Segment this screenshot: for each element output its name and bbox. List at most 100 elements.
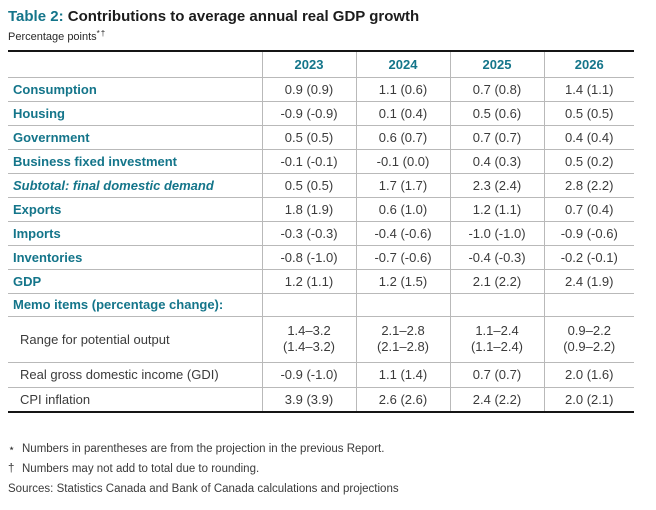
subtitle-text: Percentage points (8, 31, 97, 43)
value-cell: 0.6 (1.0) (355, 197, 450, 222)
footnote-previous-report: ⋆ Numbers in parentheses are from the pr… (8, 439, 648, 459)
value-cell: 1.1–2.4 (1.1–2.4) (449, 316, 544, 363)
row-memo-items: Memo items (percentage change): (8, 293, 634, 317)
value-cell: -0.3 (-0.3) (261, 221, 356, 246)
table-title-text: Contributions to average annual real GDP… (67, 8, 420, 25)
footnotes-block: ⋆ Numbers in parentheses are from the pr… (8, 439, 648, 499)
value-cell: -0.9 (-0.9) (261, 101, 356, 126)
value-cell: 1.1 (0.6) (355, 77, 450, 102)
footnote-text: Numbers may not add to total due to roun… (22, 463, 260, 475)
row-housing: Housing -0.9 (-0.9) 0.1 (0.4) 0.5 (0.6) … (8, 101, 634, 126)
row-label: Range for potential output (8, 316, 262, 363)
value-cell: 1.1 (1.4) (355, 362, 450, 388)
value-cell: 1.2 (1.1) (261, 269, 356, 294)
column-header-2024: 2024 (355, 51, 450, 78)
row-label: Subtotal: final domestic demand (8, 173, 262, 198)
corner-cell (8, 51, 262, 78)
row-label: Inventories (8, 245, 262, 270)
value-cell: 1.2 (1.5) (355, 269, 450, 294)
value-cell: -0.7 (-0.6) (355, 245, 450, 270)
value-cell: 0.9 (0.9) (261, 77, 356, 102)
value-cell: 1.7 (1.7) (355, 173, 450, 198)
value-cell (261, 293, 356, 317)
dagger-footnote-marker: † (8, 463, 15, 475)
value-cell: 2.4 (2.2) (449, 387, 544, 413)
table-subtitle: Percentage points*† (8, 29, 648, 43)
value-cell: -0.2 (-0.1) (543, 245, 634, 270)
value-cell: 0.5 (0.2) (543, 149, 634, 174)
sources-line: Sources: Statistics Canada and Bank of C… (8, 483, 399, 495)
value-cell: 0.7 (0.7) (449, 125, 544, 150)
value-cell: 0.4 (0.4) (543, 125, 634, 150)
value-cell: 3.9 (3.9) (261, 387, 356, 413)
value-cell: 2.8 (2.2) (543, 173, 634, 198)
value-cell: 0.9–2.2 (0.9–2.2) (543, 316, 634, 363)
value-cell: 2.0 (2.1) (543, 387, 634, 413)
value-cell: -0.4 (-0.3) (449, 245, 544, 270)
column-header-2026: 2026 (543, 51, 634, 78)
value-cell (449, 293, 544, 317)
value-cell: -1.0 (-1.0) (449, 221, 544, 246)
value-cell: 0.6 (0.7) (355, 125, 450, 150)
value-cell: 2.6 (2.6) (355, 387, 450, 413)
row-gdp: GDP 1.2 (1.1) 1.2 (1.5) 2.1 (2.2) 2.4 (1… (8, 269, 634, 294)
row-label: Housing (8, 101, 262, 126)
footnote-text: Numbers in parentheses are from the proj… (22, 443, 385, 455)
column-header-2025: 2025 (449, 51, 544, 78)
value-cell: 2.0 (1.6) (543, 362, 634, 388)
value-cell: -0.1 (0.0) (355, 149, 450, 174)
value-cell: 2.1 (2.2) (449, 269, 544, 294)
title-block: Table 2: Contributions to average annual… (8, 7, 648, 43)
value-cell: 0.7 (0.4) (543, 197, 634, 222)
row-label: Real gross domestic income (GDI) (8, 362, 262, 388)
row-government: Government 0.5 (0.5) 0.6 (0.7) 0.7 (0.7)… (8, 125, 634, 150)
row-range-potential-output: Range for potential output 1.4–3.2 (1.4–… (8, 316, 634, 363)
value-cell: -0.1 (-0.1) (261, 149, 356, 174)
row-label: Consumption (8, 77, 262, 102)
value-cell: 1.2 (1.1) (449, 197, 544, 222)
value-cell: -0.4 (-0.6) (355, 221, 450, 246)
value-cell: 1.4–3.2 (1.4–3.2) (261, 316, 356, 363)
row-label: Government (8, 125, 262, 150)
row-business-fixed-investment: Business fixed investment -0.1 (-0.1) -0… (8, 149, 634, 174)
value-cell: 1.8 (1.9) (261, 197, 356, 222)
value-cell: 0.7 (0.7) (449, 362, 544, 388)
table-title: Table 2: Contributions to average annual… (8, 7, 648, 26)
row-real-gdi: Real gross domestic income (GDI) -0.9 (-… (8, 362, 634, 388)
row-label: Memo items (percentage change): (8, 293, 262, 317)
value-cell (543, 293, 634, 317)
value-cell: -0.9 (-1.0) (261, 362, 356, 388)
row-exports: Exports 1.8 (1.9) 0.6 (1.0) 1.2 (1.1) 0.… (8, 197, 634, 222)
value-cell: 2.1–2.8 (2.1–2.8) (355, 316, 450, 363)
value-cell: 1.4 (1.1) (543, 77, 634, 102)
row-cpi-inflation: CPI inflation 3.9 (3.9) 2.6 (2.6) 2.4 (2… (8, 387, 634, 413)
value-cell: 0.5 (0.5) (261, 125, 356, 150)
value-cell: -0.9 (-0.6) (543, 221, 634, 246)
table-number-label: Table 2: (8, 8, 64, 25)
value-cell: 2.3 (2.4) (449, 173, 544, 198)
row-label: Business fixed investment (8, 149, 262, 174)
gdp-contributions-table: 2023 2024 2025 2026 Consumption 0.9 (0.9… (8, 50, 634, 413)
value-cell: 0.5 (0.5) (543, 101, 634, 126)
value-cell: 0.1 (0.4) (355, 101, 450, 126)
value-cell: 0.7 (0.8) (449, 77, 544, 102)
column-header-2023: 2023 (261, 51, 356, 78)
value-cell: 0.5 (0.6) (449, 101, 544, 126)
asterisk-footnote-marker: ⋆ (8, 443, 16, 455)
row-inventories: Inventories -0.8 (-1.0) -0.7 (-0.6) -0.4… (8, 245, 634, 270)
footnote-rounding: † Numbers may not add to total due to ro… (8, 459, 648, 479)
value-cell: 2.4 (1.9) (543, 269, 634, 294)
row-consumption: Consumption 0.9 (0.9) 1.1 (0.6) 0.7 (0.8… (8, 77, 634, 102)
row-imports: Imports -0.3 (-0.3) -0.4 (-0.6) -1.0 (-1… (8, 221, 634, 246)
value-cell (355, 293, 450, 317)
value-cell: -0.8 (-1.0) (261, 245, 356, 270)
row-label: CPI inflation (8, 387, 262, 413)
row-label: GDP (8, 269, 262, 294)
value-cell: 0.4 (0.3) (449, 149, 544, 174)
header-row: 2023 2024 2025 2026 (8, 51, 634, 78)
row-label: Exports (8, 197, 262, 222)
row-label: Imports (8, 221, 262, 246)
subtitle-footnote-marks: *† (96, 29, 107, 38)
value-cell: 0.5 (0.5) (261, 173, 356, 198)
